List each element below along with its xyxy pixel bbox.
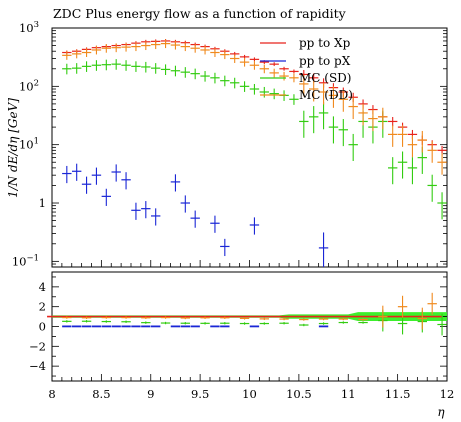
x-tick-label: 11 xyxy=(341,387,356,401)
ratio-y-tick-label: −4 xyxy=(29,359,46,373)
main-series xyxy=(62,38,447,267)
x-tick-label: 12 xyxy=(440,387,455,401)
y-tick-label: 1 xyxy=(39,196,46,210)
series-mc-dd xyxy=(62,39,447,175)
legend-label-pp-to-xp: pp to Xp xyxy=(299,36,351,50)
x-tick-label: 10.5 xyxy=(286,387,312,401)
legend-label-mc-sd: MC (SD) xyxy=(299,71,352,85)
legend-label-pp-to-px: pp to pX xyxy=(299,54,351,68)
y-axis-label: 1/N dE/dη [GeV] xyxy=(6,98,20,198)
ratio-panel: −4 −2 0 2 4 xyxy=(29,271,448,382)
x-tick-label: 10 xyxy=(242,387,257,401)
y-tick-label: 103 xyxy=(19,20,39,35)
ratio-series-mc-dd xyxy=(62,292,437,330)
series-mc-sd xyxy=(62,59,447,220)
main-panel: 10−1 1 101 102 103 pp to Xp pp to pX MC (SD)… xyxy=(6,20,448,268)
ratio-y-tick-label: 4 xyxy=(39,280,46,294)
x-axis: 8 8.5 9 9.5 10 10.5 11 11.5 12 xyxy=(48,260,454,401)
ratio-y-tick-label: 0 xyxy=(39,320,46,334)
x-tick-label: 9.5 xyxy=(191,387,209,401)
x-tick-label: 8 xyxy=(48,387,55,401)
ratio-plot-frame xyxy=(51,271,448,382)
y-tick-label: 102 xyxy=(19,78,39,93)
x-tick-label: 8.5 xyxy=(92,387,110,401)
y-tick-label: 10−1 xyxy=(12,253,39,268)
ratio-y-axis: −4 −2 0 2 4 xyxy=(29,276,447,377)
x-tick-label: 11.5 xyxy=(385,387,411,401)
y-tick-label: 101 xyxy=(19,137,39,152)
x-axis-label: η xyxy=(437,405,445,419)
series-pp-to-px xyxy=(62,163,329,267)
main-plot-frame xyxy=(51,27,448,268)
legend: pp to Xp pp to pX MC (SD) MC (DD) xyxy=(260,36,353,102)
chart-title: ZDC Plus energy flow as a function of ra… xyxy=(53,6,347,21)
series-pp-to-xp xyxy=(62,38,447,156)
legend-label-mc-dd: MC (DD) xyxy=(299,88,353,102)
ratio-y-tick-label: −2 xyxy=(29,339,46,353)
ratio-series xyxy=(47,292,447,336)
ratio-y-tick-label: 2 xyxy=(39,300,46,314)
x-tick-label: 9 xyxy=(147,387,154,401)
